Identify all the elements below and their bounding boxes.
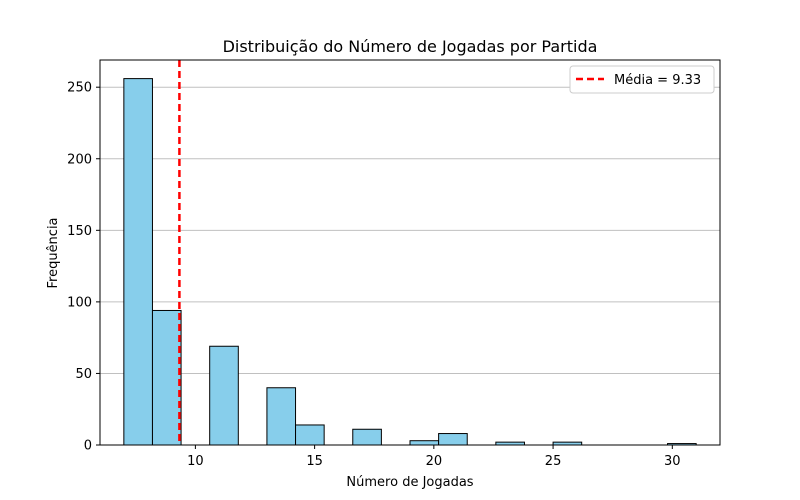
- y-axis: 0 50 100 150 200 250: [67, 81, 100, 454]
- histogram-bar: [295, 424, 325, 446]
- y-axis-title: Frequência: [46, 217, 61, 288]
- bars-layer: [123, 78, 697, 446]
- y-tick-label: 50: [75, 367, 92, 382]
- histogram-bar: [266, 387, 297, 446]
- chart-title: Distribuição do Número de Jogadas por Pa…: [223, 37, 598, 56]
- x-tick-label: 20: [426, 454, 443, 469]
- x-tick-label: 30: [664, 454, 681, 469]
- y-tick-label: 250: [67, 81, 92, 96]
- grid-layer: [100, 86, 720, 374]
- histogram-bar: [409, 440, 440, 446]
- histogram-bar: [151, 309, 182, 446]
- plot-frame: [99, 59, 721, 446]
- legend-mean-label: Média = 9.33: [614, 73, 701, 88]
- histogram-bar: [438, 433, 468, 446]
- legend: Média = 9.33: [569, 65, 715, 94]
- x-axis: 10 15 20 25 30: [187, 445, 681, 469]
- y-tick-label: 200: [67, 152, 92, 167]
- legend-box: [569, 65, 715, 94]
- x-axis-title: Número de Jogadas: [346, 475, 473, 490]
- x-tick-label: 25: [545, 454, 562, 469]
- x-tick-label: 10: [187, 454, 204, 469]
- histogram-bar: [352, 428, 382, 446]
- histogram-bar: [209, 345, 239, 446]
- y-tick-label: 100: [67, 295, 92, 310]
- y-tick-label: 150: [67, 224, 92, 239]
- histogram-bar: [123, 78, 153, 446]
- y-tick-label: 0: [84, 439, 92, 454]
- x-tick-label: 15: [306, 454, 323, 469]
